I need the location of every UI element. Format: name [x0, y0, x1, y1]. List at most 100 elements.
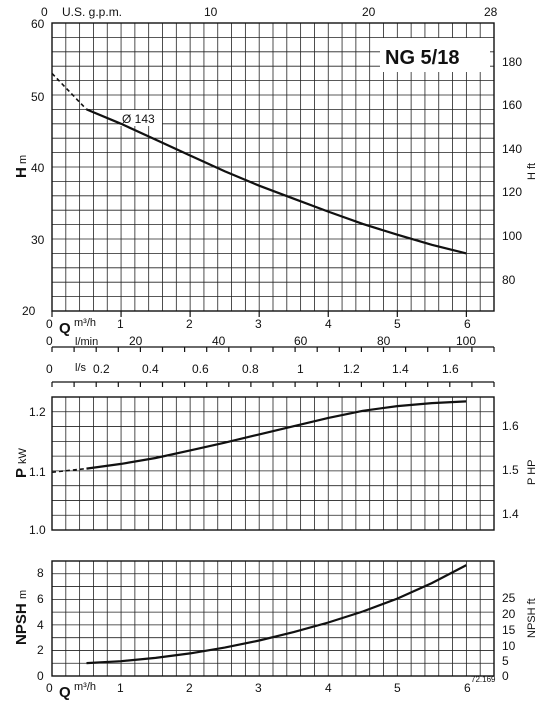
q-symbol: Q: [59, 320, 71, 337]
h-axis-label: H m: [13, 155, 30, 178]
usgpm-tick-0: 0: [41, 5, 48, 19]
ls-tick-0.8: 0.8: [242, 362, 259, 376]
ls-tick-0: 0: [46, 362, 53, 376]
usgpm-tick-20: 20: [362, 5, 376, 19]
hft-tick-180: 180: [502, 55, 522, 69]
lmin-tick-0: 0: [46, 334, 53, 348]
lmin-tick-40: 40: [212, 334, 226, 348]
h-axis-symbol: H: [13, 167, 30, 178]
php-axis-label: P HP: [526, 460, 538, 485]
npsh-tick-6: 6: [37, 592, 44, 606]
lmin-tick-100: 100: [456, 334, 476, 348]
npshft-tick-5: 5: [502, 654, 509, 668]
lmin-label: l/min: [75, 336, 98, 348]
npshft-tick-10: 10: [502, 639, 516, 653]
npsh-axis-label: NPSH m: [13, 590, 30, 645]
usgpm-tick-10: 10: [204, 5, 218, 19]
q-tick-1: 1: [117, 317, 124, 331]
npshft-tick-25: 25: [502, 591, 516, 605]
p-tick-1.0: 1.0: [29, 523, 46, 537]
p-axis-unit: kW: [17, 448, 29, 465]
curve-label: Ø 143: [122, 112, 155, 126]
power-curve-dashed: [51, 467, 87, 473]
qb-tick-1: 1: [117, 681, 124, 695]
npsh-tick-2: 2: [37, 643, 44, 657]
h-tick-50: 50: [31, 90, 45, 104]
npshft-tick-20: 20: [502, 607, 516, 621]
p-tick-1.1: 1.1: [29, 465, 46, 479]
usgpm-tick-28: 28: [484, 5, 498, 19]
head-grid: [52, 23, 494, 311]
h-tick-60: 60: [31, 17, 45, 31]
q-unit: m³/h: [74, 317, 96, 329]
qb-tick-0: 0: [46, 681, 53, 695]
power-frame: [51, 396, 495, 531]
hft-tick-120: 120: [502, 185, 522, 199]
p-tick-1.2: 1.2: [29, 405, 46, 419]
ls-tick-0.4: 0.4: [142, 362, 159, 376]
npsh-panel: 0 2 4 6 8 NPSH m 0 5 10 15 20 25 NPSH ft…: [13, 560, 538, 701]
ls-tick-1: 1: [297, 362, 304, 376]
power-curve: [86, 400, 467, 470]
head-frame: [51, 22, 495, 312]
lmin-tick-60: 60: [294, 334, 308, 348]
chart-title: NG 5/18: [385, 47, 459, 69]
hft-tick-140: 140: [502, 142, 522, 156]
q-tick-3: 3: [255, 317, 262, 331]
head-curve-dashed: [51, 72, 88, 110]
head-curve: [86, 108, 467, 255]
npsh-axis-unit: m: [17, 590, 29, 599]
q-tick-0: 0: [46, 317, 53, 331]
usgpm-label: U.S. g.p.m.: [62, 5, 122, 19]
php-tick-1.5: 1.5: [502, 463, 519, 477]
php-tick-1.6: 1.6: [502, 419, 519, 433]
ls-label: l/s: [75, 362, 87, 374]
hft-axis-label: H ft: [526, 163, 538, 180]
hft-tick-80: 80: [502, 273, 516, 287]
ls-tick-1.6: 1.6: [442, 362, 459, 376]
power-panel: 1.0 1.1 1.2 P kW 1.4 1.5 1.6 P HP: [13, 396, 538, 537]
h-axis-unit: m: [17, 155, 29, 164]
qb-tick-3: 3: [255, 681, 262, 695]
npsh-grid: [52, 561, 494, 676]
hft-tick-160: 160: [502, 98, 522, 112]
footnote: 72.169: [471, 675, 496, 684]
ls-tick-0.6: 0.6: [192, 362, 209, 376]
qb-tick-6: 6: [464, 681, 471, 695]
npsh-tick-8: 8: [37, 566, 44, 580]
p-axis-label: P kW: [13, 448, 30, 479]
php-tick-1.4: 1.4: [502, 507, 519, 521]
qb-tick-4: 4: [325, 681, 332, 695]
qb-symbol: Q: [59, 684, 71, 701]
npsh-frame: [51, 560, 495, 677]
ls-tick-1.2: 1.2: [343, 362, 360, 376]
h-tick-20: 20: [22, 304, 36, 318]
hft-tick-100: 100: [502, 229, 522, 243]
ls-tick-1.4: 1.4: [392, 362, 409, 376]
npshft-axis-label: NPSH ft: [526, 598, 538, 638]
npsh-tick-4: 4: [37, 618, 44, 632]
qb-tick-5: 5: [394, 681, 401, 695]
qb-tick-2: 2: [186, 681, 193, 695]
curve-label-bg: [120, 110, 162, 126]
head-panel: 0 U.S. g.p.m. 10 20 28 20 30 40 50 60 H …: [13, 5, 538, 318]
title-box: [380, 38, 490, 72]
npshft-tick-0: 0: [502, 669, 509, 683]
lmin-tick-80: 80: [377, 334, 391, 348]
qb-unit: m³/h: [74, 681, 96, 693]
h-tick-30: 30: [31, 233, 45, 247]
npshft-tick-15: 15: [502, 623, 516, 637]
lmin-tick-20: 20: [129, 334, 143, 348]
q-tick-6: 6: [464, 317, 471, 331]
npsh-curve: [86, 564, 467, 665]
power-grid: [52, 397, 494, 530]
ls-tick-0.2: 0.2: [93, 362, 110, 376]
q-tick-4: 4: [325, 317, 332, 331]
flow-axis-ticks: [51, 311, 495, 387]
p-axis-symbol: P: [13, 468, 30, 478]
flow-scales: 0 Q m³/h 1 2 3 4 5 6 0 l/min 20 40 60 80…: [46, 311, 495, 387]
q-tick-5: 5: [394, 317, 401, 331]
q-tick-2: 2: [186, 317, 193, 331]
npsh-tick-0: 0: [37, 669, 44, 683]
